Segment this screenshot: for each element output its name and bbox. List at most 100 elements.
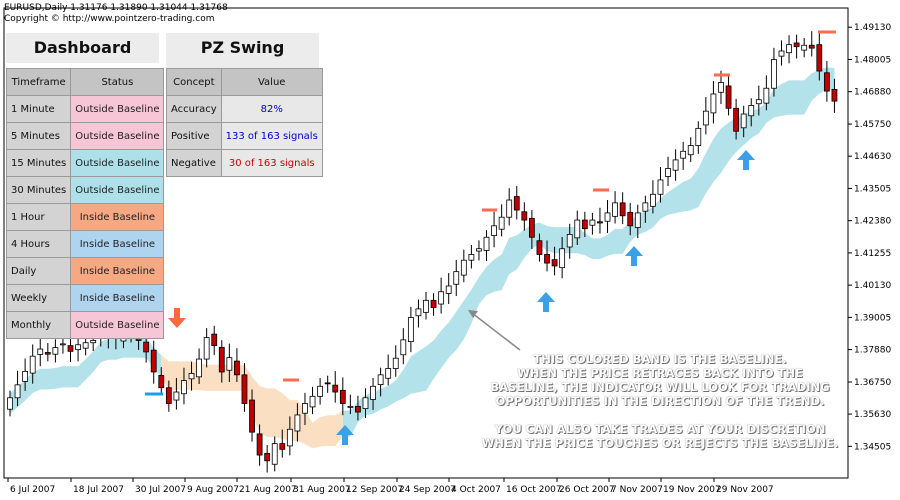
- x-tick-label: 30 Jul 2007: [135, 485, 186, 495]
- timeframe-cell: Monthly: [5, 311, 72, 339]
- y-tick-label: 1.36750: [854, 378, 891, 388]
- candle-body: [566, 234, 573, 248]
- x-tick-label: 16 Oct 2007: [506, 485, 562, 495]
- y-tick-label: 1.37880: [854, 346, 891, 356]
- candle-body: [672, 159, 679, 171]
- swing-row: Accuracy 82%: [166, 95, 323, 123]
- candle-body: [823, 72, 830, 92]
- dashboard-row: 1 Minute Outside Baseline: [5, 95, 165, 123]
- copyright: Copyright © http://www.pointzero-trading…: [4, 14, 215, 24]
- candle-body: [786, 44, 792, 54]
- concept-cell: Negative: [166, 149, 222, 177]
- dashboard-row: 30 Minutes Outside Baseline: [5, 176, 165, 204]
- dashboard-row: Daily Inside Baseline: [5, 257, 165, 285]
- status-cell: Inside Baseline: [70, 230, 165, 258]
- candle-body: [415, 308, 422, 317]
- candle-body: [370, 385, 376, 400]
- x-tick-label: 21 Aug 2007: [239, 485, 297, 495]
- timeframe-cell: 4 Hours: [5, 230, 72, 258]
- dashboard-table: Timeframe Status 1 Minute Outside Baselin…: [5, 68, 165, 339]
- candle-body: [702, 110, 709, 126]
- candle-body: [271, 443, 278, 465]
- candle-body: [249, 399, 255, 433]
- x-tick-label: 31 Aug 2007: [293, 485, 351, 495]
- candle-body: [483, 236, 490, 251]
- candle-body: [165, 387, 172, 404]
- candle-body: [211, 333, 218, 346]
- timeframe-cell: Weekly: [5, 284, 72, 312]
- candle-body: [589, 219, 596, 226]
- x-tick-label: 4 Oct 2007: [451, 485, 501, 495]
- candle-body: [801, 44, 808, 51]
- candle-body: [400, 339, 407, 356]
- x-tick-label: 19 Nov 2007: [663, 485, 721, 495]
- concept-cell: Accuracy: [166, 95, 222, 123]
- candle-body: [491, 225, 497, 236]
- candle-body: [498, 216, 505, 230]
- dashboard-row: 1 Hour Inside Baseline: [5, 203, 165, 231]
- candle-body: [67, 345, 74, 352]
- candle-body: [680, 150, 687, 159]
- dashboard-row: 15 Minutes Outside Baseline: [5, 149, 165, 177]
- buy-arrow-icon: [625, 246, 643, 266]
- candle-body: [286, 428, 293, 447]
- candle-body: [14, 384, 21, 399]
- candle-body: [324, 382, 331, 385]
- baseline-band-segment: [10, 337, 162, 414]
- baseline-annotation: THIS COLORED BAND IS THE BASELINE. WHEN T…: [440, 352, 880, 450]
- candle-body: [362, 397, 369, 410]
- candle-body: [188, 372, 195, 380]
- candle-body: [513, 196, 520, 211]
- candle-body: [143, 341, 150, 353]
- candle-body: [234, 360, 240, 376]
- swing-row: Negative 30 of 163 signals: [166, 149, 323, 177]
- candle-body: [241, 374, 248, 404]
- y-tick-label: 1.39005: [854, 313, 891, 323]
- candle-body: [7, 397, 13, 410]
- candle-body: [29, 355, 36, 374]
- y-tick-label: 1.41255: [854, 249, 891, 259]
- candle-body: [438, 291, 445, 305]
- value-header: Value: [220, 68, 323, 96]
- candle-body: [181, 380, 187, 395]
- candle-body: [453, 271, 460, 285]
- candle-body: [740, 113, 747, 129]
- x-tick-label: 26 Oct 2007: [559, 485, 615, 495]
- candle-body: [226, 357, 233, 371]
- y-tick-label: 1.35630: [854, 410, 891, 420]
- x-tick-label: 6 Jul 2007: [10, 485, 55, 495]
- timeframe-cell: 1 Minute: [5, 95, 72, 123]
- y-tick-label: 1.40130: [854, 281, 891, 291]
- candle-body: [75, 344, 81, 351]
- candle-body: [687, 145, 694, 156]
- buy-arrow-icon: [737, 150, 755, 170]
- candle-body: [430, 299, 437, 308]
- y-tick-label: 1.45750: [854, 120, 891, 130]
- candle-body: [347, 405, 354, 408]
- concept-header: Concept: [166, 68, 222, 96]
- x-tick-label: 12 Sep 2007: [346, 485, 403, 495]
- swing-table: Concept Value Accuracy 82% Positive 133 of …: [166, 68, 323, 177]
- status-cell: Inside Baseline: [70, 257, 165, 285]
- candle-body: [256, 433, 263, 456]
- status-cell: Outside Baseline: [70, 95, 165, 123]
- buy-arrow-icon: [537, 292, 555, 312]
- candle-body: [332, 384, 339, 393]
- dashboard-title: Dashboard: [6, 33, 159, 63]
- y-tick-label: 1.44630: [854, 152, 891, 162]
- annotation-pointer: [471, 312, 521, 351]
- candle-body: [339, 389, 346, 404]
- annotation-line: WHEN THE PRICE TOUCHES OR REJECTS THE BA…: [481, 436, 839, 450]
- candle-body: [551, 259, 558, 267]
- x-tick-label: 7 Nov 2007: [611, 485, 663, 495]
- swing-row: Positive 133 of 163 signals: [166, 122, 323, 150]
- y-tick-label: 1.43505: [854, 184, 891, 194]
- plot-frame: [3, 7, 849, 479]
- candle-body: [725, 85, 732, 109]
- baseline-band-segment: [342, 67, 835, 437]
- candle-body: [597, 221, 603, 224]
- candle-body: [423, 299, 429, 313]
- candle-body: [317, 385, 324, 397]
- timeframe-cell: 1 Hour: [5, 203, 72, 231]
